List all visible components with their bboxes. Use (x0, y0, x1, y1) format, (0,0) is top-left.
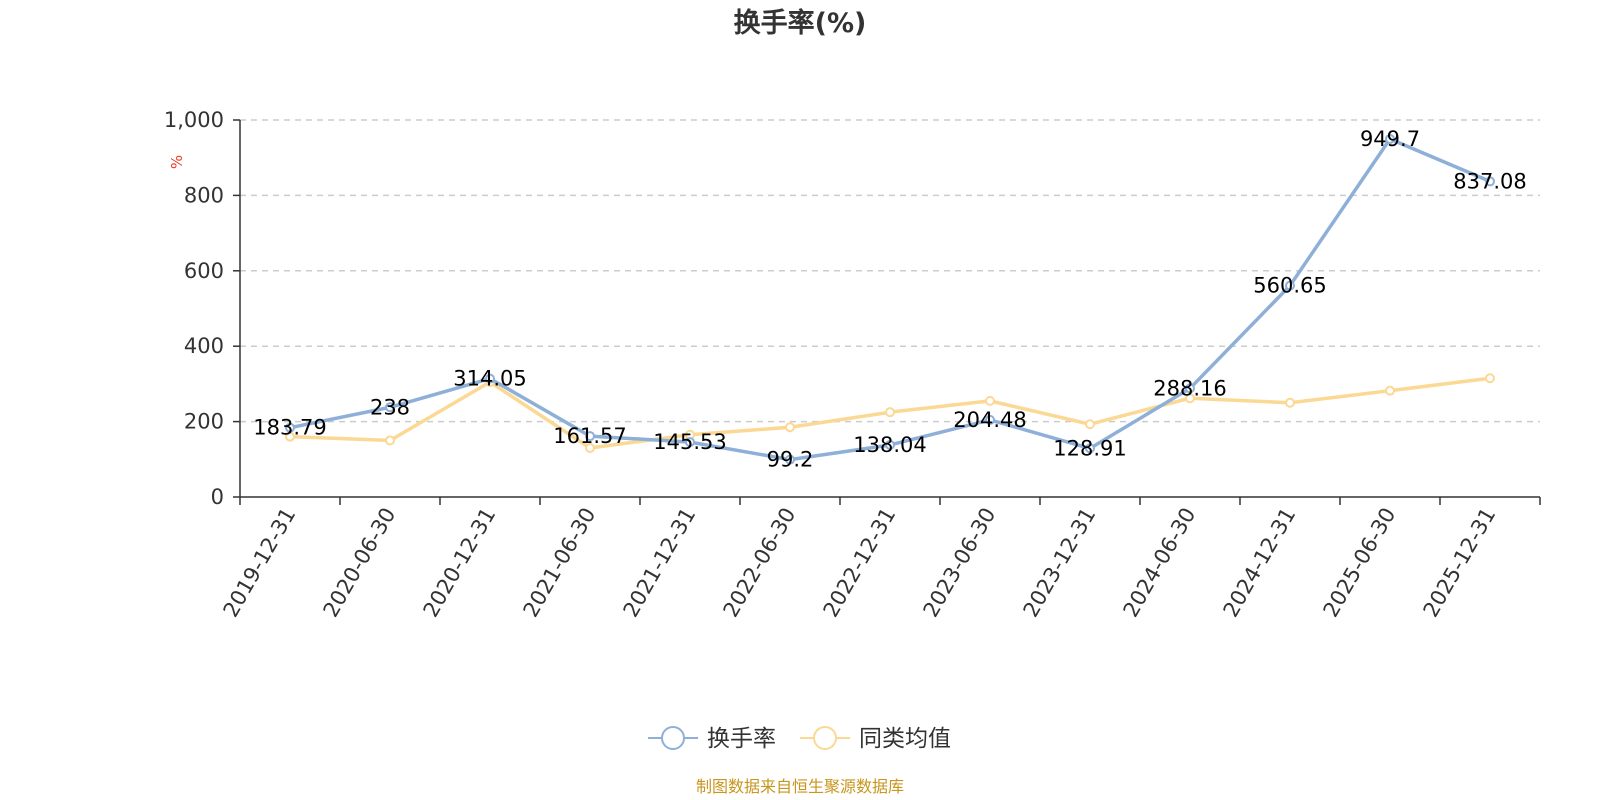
peer-average-point (885, 407, 895, 418)
turnover-point (285, 422, 295, 433)
y-tick-label: 800 (184, 183, 224, 207)
data-labels: 183.79 238 314.05 161.57 145.53 99.2 138.04 204… (253, 127, 1526, 472)
data-label: 99.2 (767, 448, 814, 472)
x-tick-label: 2023-12-31 (1019, 504, 1101, 622)
y-tick-label: 400 (184, 334, 224, 358)
legend[interactable]: 换手率 同类均值 (648, 726, 951, 752)
data-label: 560.65 (1253, 274, 1326, 298)
peer-average-point (985, 395, 995, 406)
data-label: 238 (370, 395, 410, 419)
turnover-point (1385, 133, 1395, 144)
x-tick-label: 2020-06-30 (319, 504, 401, 622)
turnover-point (685, 437, 695, 448)
legend-circle-icon (813, 726, 837, 750)
series-lines (285, 133, 1495, 465)
chart-title: 换手率(%) (734, 7, 867, 39)
legend-label: 换手率 (707, 726, 776, 752)
data-label: 837.08 (1453, 169, 1526, 193)
data-label: 161.57 (553, 424, 626, 448)
x-tick-label: 2019-12-31 (219, 504, 301, 622)
x-tick-label: 2022-06-30 (719, 504, 801, 622)
peer-average-point (585, 442, 595, 453)
grid-lines (240, 119, 1540, 423)
x-tick-label: 2022-12-31 (819, 504, 901, 622)
data-label: 183.79 (253, 416, 326, 440)
turnover-point (385, 402, 395, 413)
turnover-point (585, 431, 595, 442)
data-label: 128.91 (1053, 436, 1126, 460)
peer-average-point (1485, 373, 1495, 384)
axes (239, 120, 1540, 498)
y-axis-ticks: 0 200 400 600 800 1,000 (164, 108, 240, 509)
y-tick-label: 600 (184, 259, 224, 283)
data-label: 145.53 (653, 430, 726, 454)
x-tick-label: 2024-06-30 (1119, 504, 1201, 622)
turnover-point (1085, 443, 1095, 454)
turnover-point (1285, 280, 1295, 291)
peer-average-point (1385, 385, 1395, 396)
peer-average-point (385, 435, 395, 446)
turnover-point (785, 454, 795, 465)
data-label: 288.16 (1153, 376, 1226, 400)
data-label: 949.7 (1360, 127, 1420, 151)
legend-label: 同类均值 (859, 726, 951, 752)
data-label: 314.05 (453, 367, 526, 391)
x-tick-label: 2025-06-30 (1319, 504, 1401, 622)
peer-average-point (1185, 393, 1195, 404)
turnover-point (1485, 176, 1495, 187)
x-tick-label: 2020-12-31 (419, 504, 501, 622)
peer-average-point (1085, 419, 1095, 430)
data-label: 138.04 (853, 433, 926, 457)
peer-average-point (1285, 397, 1295, 408)
x-tick-label: 2021-12-31 (619, 504, 701, 622)
peer-average-point (785, 422, 795, 433)
x-tick-label: 2025-12-31 (1419, 504, 1501, 622)
legend-item-peer-average[interactable]: 同类均值 (800, 726, 951, 752)
y-tick-label: 200 (184, 410, 224, 434)
x-tick-label: 2021-06-30 (519, 504, 601, 622)
turnover-point (985, 414, 995, 425)
data-label: 204.48 (953, 408, 1026, 432)
turnover-point (485, 373, 495, 384)
turnover-point (885, 439, 895, 450)
legend-circle-icon (661, 726, 685, 750)
x-axis-ticks: 2019-12-31 2020-06-30 2020-12-31 2021-06-30… (219, 497, 1541, 622)
y-axis-unit-label: % (168, 155, 186, 169)
y-tick-label: 0 (211, 485, 224, 509)
x-tick-label: 2023-06-30 (919, 504, 1001, 622)
legend-item-turnover[interactable]: 换手率 (648, 726, 776, 752)
turnover-point (1185, 383, 1195, 394)
y-tick-label: 1,000 (164, 108, 224, 132)
data-source-note: 制图数据来自恒生聚源数据库 (696, 777, 904, 796)
x-tick-label: 2024-12-31 (1219, 504, 1301, 622)
